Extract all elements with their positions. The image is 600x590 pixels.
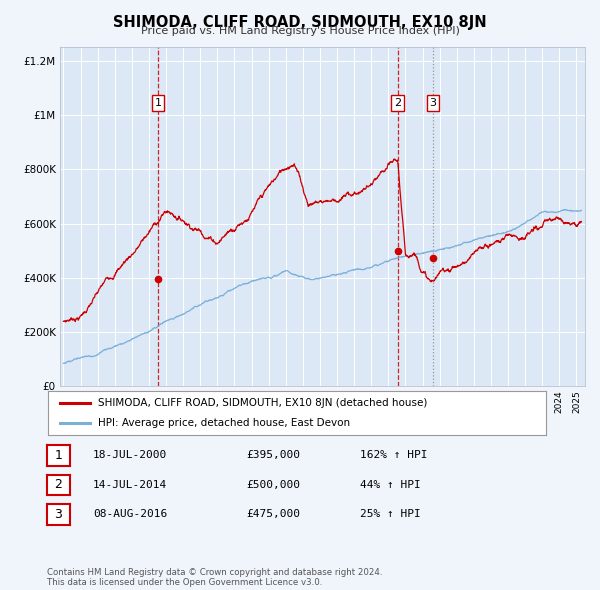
Text: £395,000: £395,000: [246, 451, 300, 460]
Text: 44% ↑ HPI: 44% ↑ HPI: [360, 480, 421, 490]
Text: £475,000: £475,000: [246, 510, 300, 519]
Text: 1: 1: [54, 449, 62, 462]
Text: 2: 2: [394, 98, 401, 108]
Text: HPI: Average price, detached house, East Devon: HPI: Average price, detached house, East…: [98, 418, 350, 428]
Text: SHIMODA, CLIFF ROAD, SIDMOUTH, EX10 8JN: SHIMODA, CLIFF ROAD, SIDMOUTH, EX10 8JN: [113, 15, 487, 30]
Text: 08-AUG-2016: 08-AUG-2016: [93, 510, 167, 519]
Text: 3: 3: [430, 98, 436, 108]
Text: SHIMODA, CLIFF ROAD, SIDMOUTH, EX10 8JN (detached house): SHIMODA, CLIFF ROAD, SIDMOUTH, EX10 8JN …: [98, 398, 427, 408]
Text: Price paid vs. HM Land Registry's House Price Index (HPI): Price paid vs. HM Land Registry's House …: [140, 26, 460, 36]
Text: 14-JUL-2014: 14-JUL-2014: [93, 480, 167, 490]
Text: 3: 3: [54, 508, 62, 521]
Text: 25% ↑ HPI: 25% ↑ HPI: [360, 510, 421, 519]
Text: 18-JUL-2000: 18-JUL-2000: [93, 451, 167, 460]
Text: 2: 2: [54, 478, 62, 491]
Text: 162% ↑ HPI: 162% ↑ HPI: [360, 451, 427, 460]
Text: £500,000: £500,000: [246, 480, 300, 490]
Text: 1: 1: [155, 98, 161, 108]
Text: Contains HM Land Registry data © Crown copyright and database right 2024.
This d: Contains HM Land Registry data © Crown c…: [47, 568, 382, 587]
